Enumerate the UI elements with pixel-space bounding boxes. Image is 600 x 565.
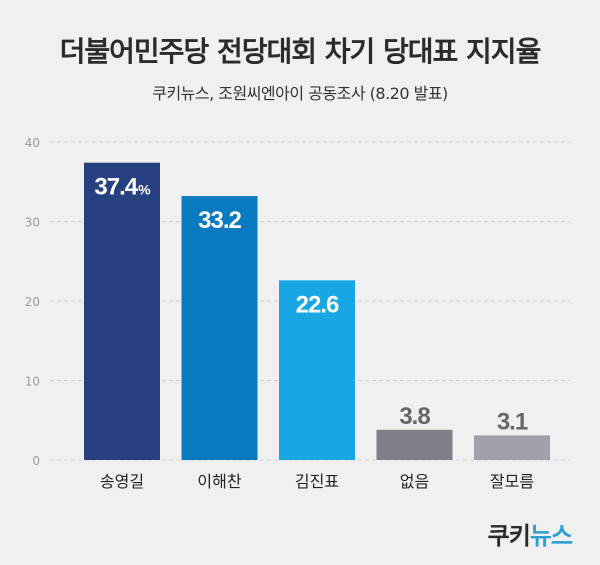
kukinews-logo: 쿠키뉴스 [487, 516, 573, 551]
logo-part-2: 뉴스 [529, 522, 573, 550]
y-tick-label: 0 [32, 454, 40, 468]
y-tick-label: 10 [25, 375, 40, 389]
category-label-1: 송영길 [100, 472, 144, 491]
bar-1 [84, 162, 160, 461]
y-tick-label: 30 [25, 216, 40, 230]
bars [84, 162, 550, 461]
value-label-1: 37.4% [94, 174, 151, 201]
bar-5 [474, 435, 550, 460]
chart-title: 더불어민주당 전당대회 차기 당대표 지지율 [59, 35, 542, 68]
value-labels: 37.4% 33.2 22.6 3.8 3.1 [94, 174, 528, 436]
category-label-5: 잘모름 [490, 472, 534, 491]
chart-subtitle: 쿠키뉴스, 조원씨엔아이 공동조사 (8.20 발표) [152, 84, 448, 103]
category-label-4: 없음 [400, 472, 429, 491]
bar-3 [279, 280, 355, 460]
value-label-4: 3.8 [399, 403, 430, 430]
bar-4 [376, 429, 453, 460]
value-label-5: 3.1 [497, 408, 528, 435]
y-axis-ticks: 0 10 20 30 40 [25, 136, 40, 468]
bar-2 [181, 196, 258, 460]
category-label-3: 김진표 [295, 472, 339, 491]
category-label-2: 이해찬 [197, 472, 241, 491]
y-tick-label: 20 [25, 295, 40, 309]
category-labels: 송영길 이해찬 김진표 없음 잘모름 [100, 472, 534, 491]
logo-part-1: 쿠키 [487, 522, 531, 550]
value-label-3: 22.6 [296, 291, 339, 318]
y-tick-label: 40 [25, 136, 40, 150]
value-label-2: 33.2 [198, 207, 241, 234]
